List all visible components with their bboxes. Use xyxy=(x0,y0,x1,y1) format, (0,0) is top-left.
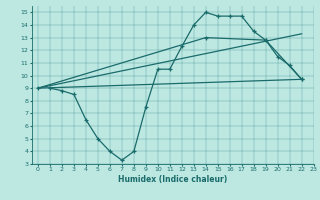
X-axis label: Humidex (Indice chaleur): Humidex (Indice chaleur) xyxy=(118,175,228,184)
